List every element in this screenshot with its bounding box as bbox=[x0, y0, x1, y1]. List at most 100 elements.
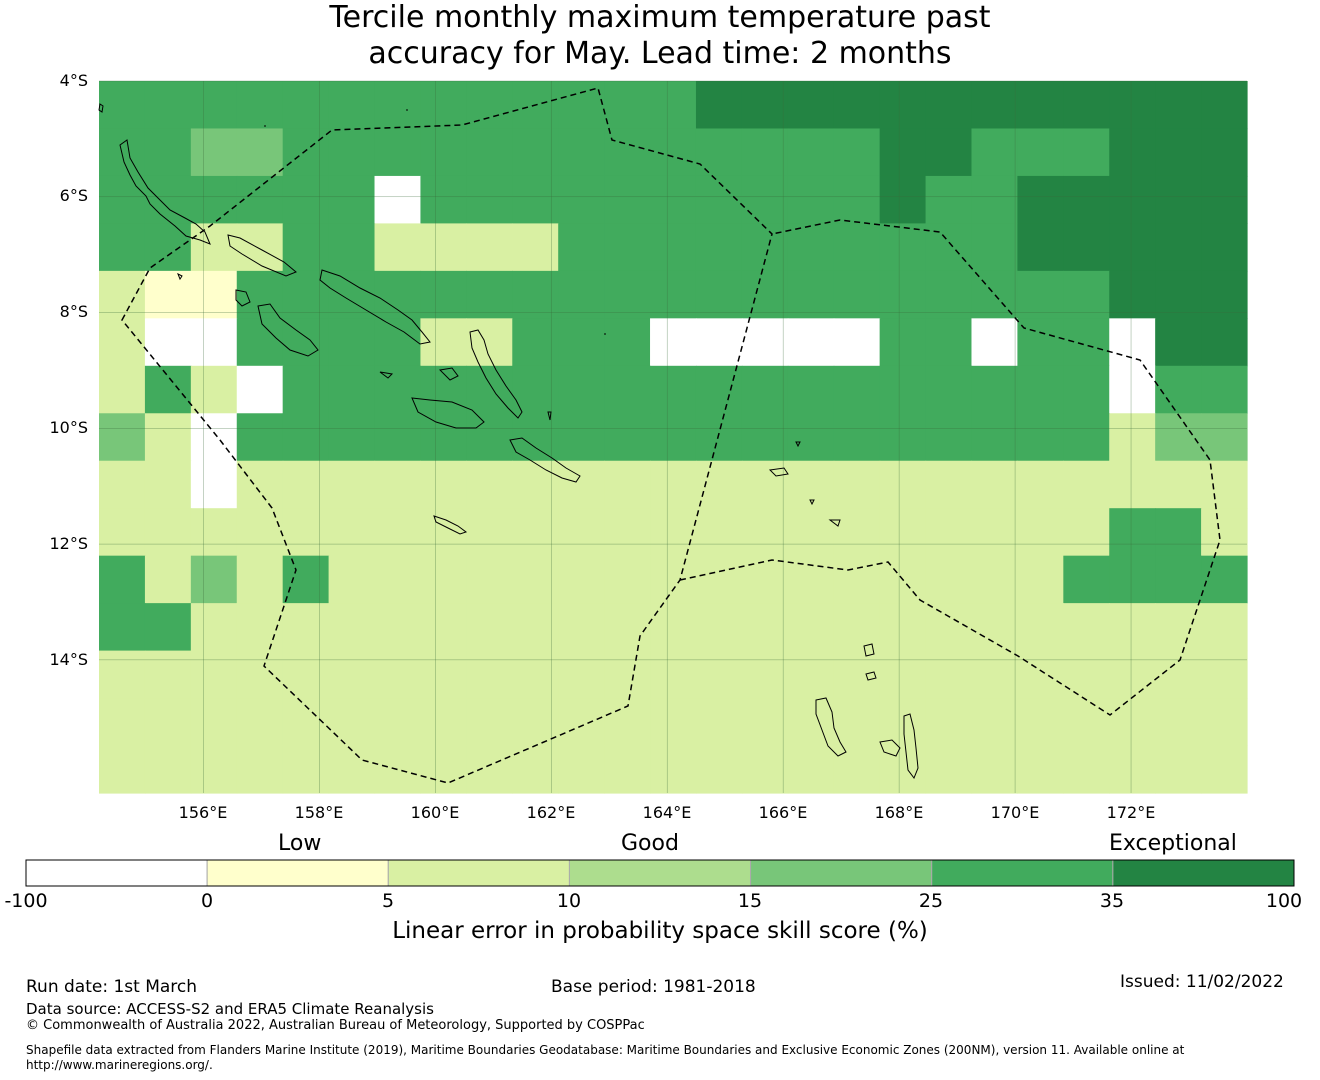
skill-cell bbox=[374, 128, 422, 177]
skill-cell bbox=[466, 555, 513, 604]
lat-label-12s: 12°S bbox=[49, 534, 88, 553]
skill-cell bbox=[741, 555, 789, 604]
skill-cell bbox=[604, 81, 651, 130]
skill-cell bbox=[236, 508, 284, 557]
skill-cell bbox=[420, 650, 467, 699]
skill-cell bbox=[741, 318, 789, 367]
skill-cell bbox=[374, 175, 422, 224]
lat-label-4s: 4°S bbox=[59, 71, 88, 90]
skill-cell bbox=[1201, 175, 1248, 224]
skill-cell bbox=[466, 603, 513, 652]
skill-cell bbox=[879, 508, 927, 557]
skill-cell bbox=[1109, 81, 1156, 130]
skill-cell bbox=[833, 460, 881, 509]
skill-cell bbox=[833, 81, 881, 130]
lon-label-164e: 164°E bbox=[642, 803, 692, 822]
skill-cell bbox=[1201, 698, 1248, 747]
skill-cell bbox=[1063, 223, 1110, 272]
skill-cell bbox=[1201, 413, 1248, 462]
skill-cell bbox=[466, 318, 513, 367]
skill-cell bbox=[466, 508, 513, 557]
skill-cell bbox=[99, 508, 146, 557]
skill-cell bbox=[971, 223, 1018, 272]
skill-cell bbox=[190, 81, 238, 130]
skill-cell bbox=[879, 270, 927, 319]
skill-cell bbox=[236, 650, 284, 699]
skill-cell bbox=[1017, 745, 1064, 794]
skill-cell bbox=[1017, 270, 1064, 319]
skill-cell bbox=[558, 365, 605, 414]
skill-cell bbox=[695, 270, 743, 319]
skill-cell bbox=[1201, 270, 1248, 319]
skill-cell bbox=[787, 698, 835, 747]
skill-cell bbox=[328, 555, 376, 604]
skill-cell bbox=[374, 81, 422, 130]
skill-cell bbox=[99, 365, 146, 414]
skill-cell bbox=[1201, 318, 1248, 367]
skill-cell bbox=[650, 365, 697, 414]
skill-cell bbox=[1109, 413, 1156, 462]
skill-cell bbox=[1063, 745, 1110, 794]
skill-cell bbox=[695, 508, 743, 557]
skill-cell bbox=[1155, 413, 1202, 462]
skill-cell bbox=[190, 698, 238, 747]
coast-espiritu-santo bbox=[815, 697, 847, 757]
skill-cell bbox=[328, 365, 376, 414]
skill-cell bbox=[925, 555, 973, 604]
skill-cell bbox=[99, 460, 146, 509]
skill-cell bbox=[374, 698, 422, 747]
skill-cell bbox=[925, 413, 973, 462]
skill-cell bbox=[650, 508, 697, 557]
skill-cell bbox=[879, 318, 927, 367]
skill-cell bbox=[282, 128, 330, 177]
skill-cell bbox=[741, 745, 789, 794]
skill-cell bbox=[1063, 128, 1110, 177]
tick-label: 10 bbox=[556, 890, 582, 912]
lat-label-6s: 6°S bbox=[59, 186, 88, 205]
skill-cell bbox=[925, 745, 973, 794]
skill-cell bbox=[190, 745, 238, 794]
skill-cell bbox=[144, 698, 192, 747]
skill-cell bbox=[1017, 650, 1064, 699]
skill-cell bbox=[971, 698, 1018, 747]
skill-cell bbox=[695, 555, 743, 604]
graticule bbox=[99, 80, 1247, 793]
skill-cell bbox=[420, 128, 467, 177]
skill-cell bbox=[190, 223, 238, 272]
skill-cell bbox=[695, 745, 743, 794]
skill-cell bbox=[512, 650, 559, 699]
skill-cell bbox=[374, 603, 422, 652]
skill-cell bbox=[1201, 745, 1248, 794]
skill-cell bbox=[604, 413, 651, 462]
chart-title-line2: accuracy for May. Lead time: 2 months bbox=[368, 36, 952, 71]
lon-label-168e: 168°E bbox=[874, 803, 924, 822]
skill-cell bbox=[558, 698, 605, 747]
skill-cell bbox=[1017, 175, 1064, 224]
skill-cell bbox=[833, 128, 881, 177]
skill-cell bbox=[190, 508, 238, 557]
skill-cell bbox=[328, 460, 376, 509]
skill-cell bbox=[741, 128, 789, 177]
skill-cell bbox=[741, 603, 789, 652]
skill-cell bbox=[1109, 270, 1156, 319]
colorbar-bin bbox=[1112, 859, 1295, 887]
skill-cell bbox=[741, 270, 789, 319]
tick-label: 0 bbox=[200, 890, 214, 912]
skill-cell bbox=[787, 223, 835, 272]
skill-cell bbox=[1109, 128, 1156, 177]
skill-cell bbox=[282, 81, 330, 130]
skill-cell bbox=[328, 650, 376, 699]
skill-cell bbox=[144, 270, 192, 319]
coast-small-islands bbox=[98, 103, 877, 681]
skill-cell bbox=[971, 650, 1018, 699]
skill-cell bbox=[787, 508, 835, 557]
skill-cell bbox=[1017, 460, 1064, 509]
lat-label-8s: 8°S bbox=[59, 302, 88, 321]
skill-cell bbox=[833, 603, 881, 652]
lon-label-172e: 172°E bbox=[1106, 803, 1156, 822]
shapefile-credit-line1: Shapefile data extracted from Flanders M… bbox=[26, 1043, 1185, 1057]
skill-cell bbox=[1017, 128, 1064, 177]
skill-cell bbox=[236, 318, 284, 367]
skill-cell bbox=[558, 128, 605, 177]
skill-cell bbox=[604, 270, 651, 319]
